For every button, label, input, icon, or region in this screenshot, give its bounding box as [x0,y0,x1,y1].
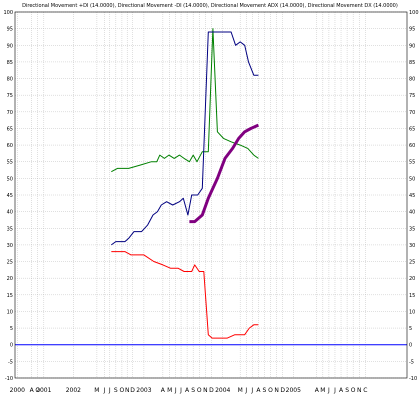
x-tick-label: M [320,387,325,394]
y-tick-label-right: 10 [409,309,415,315]
y-tick-label-left: 100 [3,10,13,16]
y-tick-label-right: 30 [409,243,415,249]
y-tick-label-left: 0 [10,343,13,349]
y-tick-label-right: 40 [409,210,415,216]
y-tick-label-right: 65 [409,126,415,132]
y-tick-label-right: 35 [409,226,415,232]
series-line-0 [111,28,259,173]
y-tick-label-left: 75 [7,93,13,99]
x-tick-label: M [167,387,172,394]
x-tick-label: S [263,387,267,394]
x-tick-label: J [179,387,182,394]
x-tick-label: O [351,387,356,394]
y-tick-label-right: -5 [409,359,414,365]
x-tick-label: A [161,387,166,394]
y-tick-label-right: 25 [409,260,415,266]
series-line-1 [111,31,259,246]
y-tick-label-right: 0 [409,343,412,349]
x-tick-label: N [357,387,362,394]
x-tick-label: D [130,387,135,394]
y-tick-label-left: 45 [7,193,13,199]
y-tick-label-left: 20 [7,276,13,282]
chart-title: Directional Movement +DI (14.0000), Dire… [22,3,398,9]
y-tick-label-right: 70 [409,110,415,116]
x-tick-label: 2003 [136,387,151,394]
y-tick-label-left: 65 [7,126,13,132]
y-tick-label-right: 5 [409,326,412,332]
y-tick-label-left: 10 [7,309,13,315]
y-tick-label-right: 100 [409,10,419,16]
y-tick-label-left: -5 [8,359,13,365]
x-tick-label: A [30,387,35,394]
x-tick-label: 2002 [66,387,81,394]
x-tick-label: N [125,387,130,394]
y-tick-label-left: 50 [7,176,13,182]
x-tick-label: O [35,387,40,394]
y-tick-label-right: 50 [409,176,415,182]
x-tick-label: J [333,387,336,394]
x-tick-label: M [94,387,99,394]
y-tick-label-left: 40 [7,210,13,216]
y-tick-label-left: 60 [7,143,13,149]
y-tick-label-right: 45 [409,193,415,199]
y-tick-label-left: 80 [7,77,13,83]
y-tick-label-left: 95 [7,27,13,33]
series-line-3 [189,123,260,224]
x-tick-label: 2004 [215,387,230,394]
x-tick-label: J [108,387,111,394]
x-tick-label: 2001 [36,387,51,394]
x-tick-label: N [203,387,208,394]
y-tick-label-left: 35 [7,226,13,232]
y-tick-label-right: -10 [409,376,417,382]
series-line-2 [111,251,259,339]
y-tick-label-right: 75 [409,93,415,99]
x-tick-label: S [114,387,118,394]
x-tick-label: C [363,387,367,394]
x-tick-label: N [274,387,279,394]
y-tick-label-left: 15 [7,293,13,299]
x-tick-label: M [238,387,243,394]
plot-frame [14,11,408,379]
y-tick-label-left: 30 [7,243,13,249]
x-tick-label: A [315,387,320,394]
x-tick-label: J [244,387,247,394]
x-tick-label: J [174,387,177,394]
x-tick-label: 2000 [10,387,25,394]
y-tick-label-left: -10 [5,376,13,382]
x-tick-label: J [103,387,106,394]
y-tick-label-left: 85 [7,60,13,66]
x-tick-label: A [185,387,190,394]
x-tick-label: J [250,387,253,394]
y-tick-label-right: 60 [409,143,415,149]
y-tick-label-left: 5 [10,326,13,332]
x-tick-label: S [191,387,195,394]
x-tick-label: A [339,387,344,394]
y-tick-label-left: 55 [7,160,13,166]
y-tick-label-right: 90 [409,43,415,49]
series-group [15,28,407,346]
x-tick-label: 2005 [286,387,301,394]
y-tick-label-right: 20 [409,276,415,282]
x-tick-label: D [209,387,214,394]
x-tick-label: D [280,387,285,394]
x-tick-label: J [327,387,330,394]
y-tick-label-right: 80 [409,77,415,83]
y-tick-label-right: 85 [409,60,415,66]
x-tick-label: O [268,387,273,394]
x-tick-label: O [120,387,125,394]
y-tick-label-left: 90 [7,43,13,49]
x-tick-label: O [197,387,202,394]
y-tick-label-right: 15 [409,293,415,299]
y-tick-label-right: 55 [409,160,415,166]
y-tick-label-right: 95 [409,27,415,33]
y-tick-label-left: 70 [7,110,13,116]
x-tick-label: A [256,387,261,394]
x-tick-label: S [345,387,349,394]
y-tick-label-left: 25 [7,260,13,266]
